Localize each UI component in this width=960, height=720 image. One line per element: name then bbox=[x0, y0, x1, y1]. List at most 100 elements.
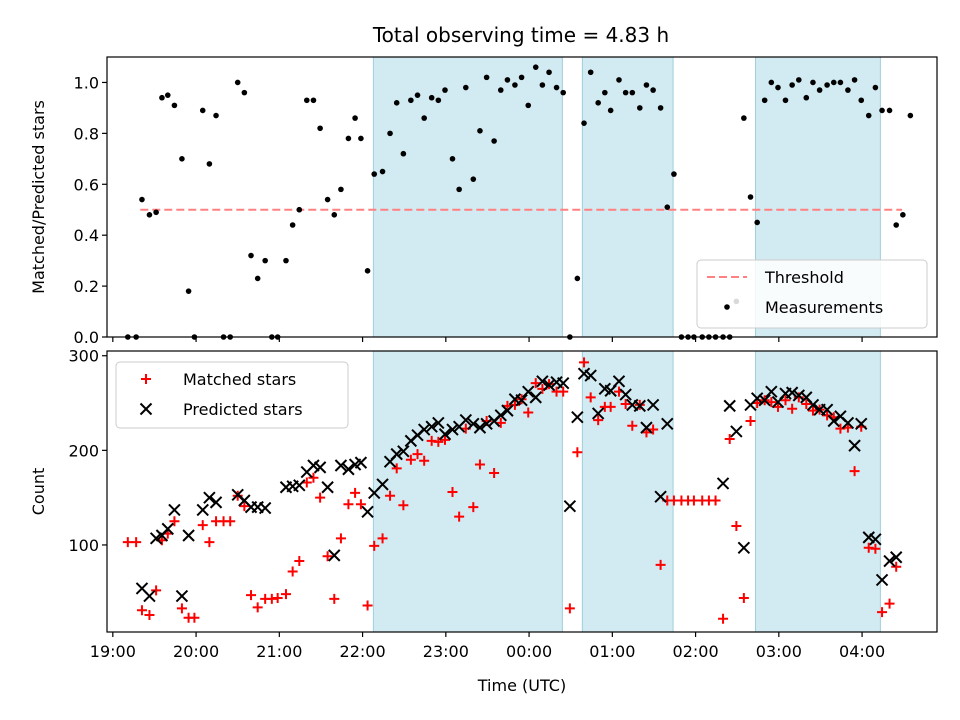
measurements-point-109 bbox=[879, 107, 885, 114]
matched-stars-point-68 bbox=[593, 415, 604, 426]
matched-stars-point-58 bbox=[523, 407, 534, 418]
x-tick-label-7: 02:00 bbox=[673, 642, 719, 661]
predicted-stars-point-79 bbox=[765, 385, 778, 398]
predicted-stars-point-71 bbox=[661, 417, 674, 431]
matched-stars-point-42 bbox=[412, 449, 423, 460]
measurements-point-103 bbox=[837, 79, 844, 86]
measurements-point-50 bbox=[470, 176, 477, 182]
predicted-stars-point-8 bbox=[196, 503, 209, 517]
predicted-stars-point-61 bbox=[591, 407, 605, 420]
matched-stars-point-11 bbox=[197, 520, 208, 531]
predicted-stars-point-6 bbox=[175, 589, 189, 603]
matched-stars-point-111 bbox=[891, 561, 902, 572]
matched-stars-point-77 bbox=[655, 559, 666, 570]
matched-stars-point-2 bbox=[136, 605, 147, 616]
measurements-point-70 bbox=[607, 107, 614, 114]
matched-stars-point-98 bbox=[801, 398, 812, 409]
measurements-point-25 bbox=[296, 206, 303, 213]
x-axis-label: Time (UTC) bbox=[477, 676, 566, 695]
legend-matched-label: Matched stars bbox=[183, 370, 296, 389]
matched-stars-point-54 bbox=[495, 417, 506, 428]
matched-stars-point-40 bbox=[398, 500, 409, 511]
measurements-point-92 bbox=[761, 97, 768, 104]
matched-stars-point-67 bbox=[585, 392, 596, 403]
matched-stars-point-59 bbox=[530, 378, 541, 389]
measurements-point-97 bbox=[796, 77, 802, 83]
y-tick-label-2: 300 bbox=[68, 347, 99, 366]
predicted-stars-point-87 bbox=[820, 403, 834, 416]
measurements-point-113 bbox=[907, 112, 914, 119]
measurements-point-57 bbox=[518, 74, 525, 81]
matched-stars-point-109 bbox=[877, 607, 888, 618]
measurements-point-96 bbox=[789, 82, 795, 88]
predicted-stars-point-9 bbox=[203, 491, 216, 504]
measurements-point-90 bbox=[747, 194, 754, 200]
predicted-stars-point-54 bbox=[542, 378, 556, 392]
measurements-point-101 bbox=[824, 82, 830, 88]
y-axis-label: Count bbox=[29, 468, 48, 516]
predicted-stars-point-91 bbox=[848, 439, 861, 452]
measurements-point-73 bbox=[629, 89, 636, 96]
matched-stars-point-45 bbox=[433, 436, 444, 447]
matched-stars-point-3 bbox=[144, 609, 155, 620]
matched-stars-point-34 bbox=[355, 499, 366, 510]
predicted-stars-point-95 bbox=[875, 573, 889, 587]
shaded-span-1 bbox=[581, 56, 674, 338]
legend-threshold-label: Threshold bbox=[764, 268, 844, 287]
matched-stars-point-36 bbox=[369, 540, 380, 551]
legend-predicted-label: Predicted stars bbox=[183, 400, 303, 419]
measurements-point-13 bbox=[213, 112, 219, 119]
matched-stars-point-8 bbox=[176, 603, 187, 614]
matched-stars-point-108 bbox=[870, 543, 881, 554]
measurements-point-37 bbox=[379, 168, 386, 175]
predicted-stars-point-78 bbox=[758, 393, 771, 407]
predicted-stars-point-96 bbox=[883, 554, 896, 568]
x-tick-label-1: 20:00 bbox=[173, 642, 219, 661]
predicted-stars-point-69 bbox=[646, 398, 660, 412]
predicted-stars-point-39 bbox=[438, 428, 452, 441]
predicted-stars-point-68 bbox=[640, 421, 653, 434]
predicted-stars-point-33 bbox=[397, 445, 410, 458]
legend-matched-swatch bbox=[141, 374, 151, 384]
matched-stars-point-46 bbox=[439, 434, 450, 445]
matched-stars-point-89 bbox=[738, 592, 749, 603]
matched-stars-point-110 bbox=[884, 598, 895, 609]
predicted-stars-point-52 bbox=[529, 391, 542, 404]
measurements-point-46 bbox=[442, 87, 448, 93]
matched-stars-point-10 bbox=[189, 612, 200, 623]
measurements-point-51 bbox=[477, 128, 483, 134]
predicted-stars-point-85 bbox=[806, 398, 820, 412]
predicted-stars-point-44 bbox=[473, 421, 487, 434]
measurements-point-54 bbox=[497, 87, 504, 93]
predicted-stars-point-42 bbox=[459, 413, 473, 427]
matched-stars-point-85 bbox=[710, 495, 721, 506]
measurements-point-76 bbox=[650, 87, 656, 93]
predicted-stars-point-22 bbox=[321, 481, 334, 494]
predicted-stars-point-37 bbox=[425, 420, 438, 433]
matched-stars-point-65 bbox=[572, 447, 583, 458]
measurements-point-24 bbox=[289, 222, 296, 228]
measurements-point-35 bbox=[364, 268, 371, 274]
predicted-stars-point-60 bbox=[584, 369, 597, 382]
measurements-point-44 bbox=[428, 94, 435, 101]
predicted-stars-point-5 bbox=[168, 503, 181, 517]
y-tick-label-3: 0.6 bbox=[74, 175, 99, 194]
y-tick-label-1: 0.2 bbox=[74, 277, 99, 296]
measurements-point-9 bbox=[185, 288, 192, 294]
measurements-point-100 bbox=[816, 87, 823, 93]
matched-stars-point-50 bbox=[468, 502, 479, 513]
matched-stars-point-29 bbox=[322, 551, 333, 562]
matched-stars-point-93 bbox=[766, 397, 777, 408]
measurements-point-66 bbox=[581, 120, 587, 126]
measurements-point-71 bbox=[616, 77, 622, 83]
predicted-stars-point-65 bbox=[619, 388, 632, 401]
axes-frame bbox=[106, 350, 938, 633]
matched-stars-point-87 bbox=[724, 433, 735, 444]
predicted-stars-point-88 bbox=[827, 414, 840, 428]
predicted-stars-point-36 bbox=[417, 423, 431, 436]
predicted-stars-point-15 bbox=[258, 501, 272, 515]
matched-stars-point-7 bbox=[169, 516, 180, 527]
x-tick-label-8: 03:00 bbox=[756, 642, 802, 661]
measurements-point-18 bbox=[248, 252, 254, 259]
